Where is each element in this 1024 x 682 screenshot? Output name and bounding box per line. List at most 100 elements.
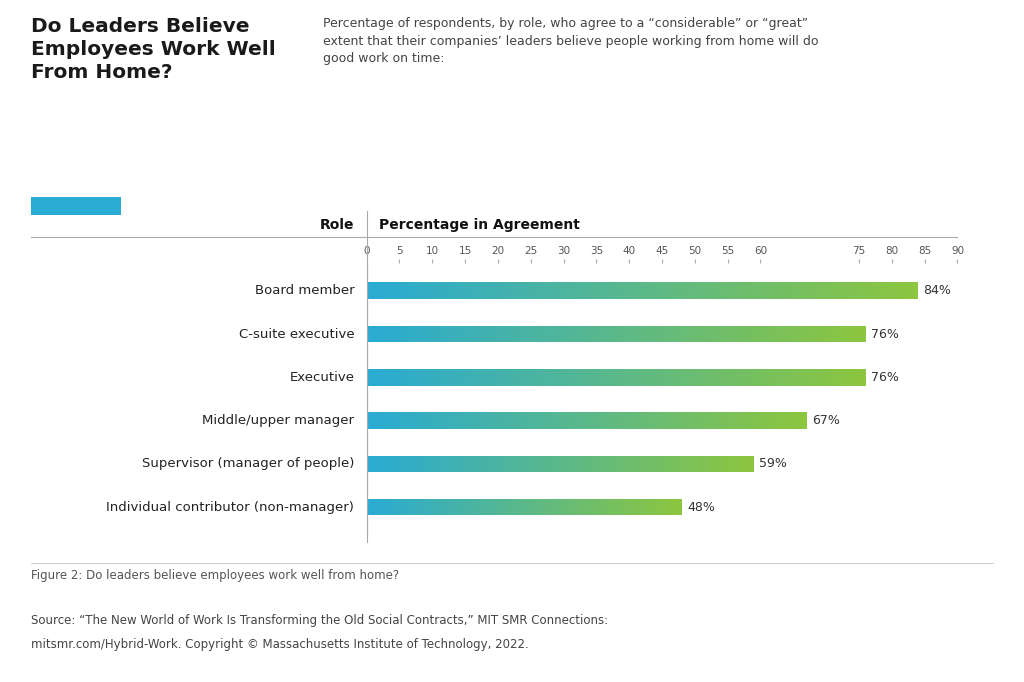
Bar (817, 326, 819, 342)
Bar (417, 326, 418, 342)
Bar (700, 369, 702, 385)
Bar (564, 499, 565, 516)
Bar (613, 413, 614, 429)
Bar (787, 282, 790, 299)
Bar (624, 499, 625, 516)
Bar (518, 369, 519, 385)
Bar (568, 282, 570, 299)
Bar (711, 413, 713, 429)
Bar (604, 413, 605, 429)
Bar (470, 326, 471, 342)
Bar (456, 413, 458, 429)
Bar (495, 369, 497, 385)
Bar (836, 369, 838, 385)
Bar (686, 369, 688, 385)
Bar (751, 369, 753, 385)
Bar (443, 282, 445, 299)
Bar (575, 456, 578, 472)
Bar (674, 456, 675, 472)
Bar (372, 369, 374, 385)
Bar (631, 456, 633, 472)
Bar (673, 499, 674, 516)
Bar (490, 456, 492, 472)
Bar (545, 326, 546, 342)
Bar (518, 326, 519, 342)
Bar (748, 456, 749, 472)
Bar (418, 413, 420, 429)
Bar (430, 499, 431, 516)
Bar (459, 499, 460, 516)
Bar (688, 413, 689, 429)
Bar (497, 499, 498, 516)
Bar (481, 499, 482, 516)
Bar (822, 326, 824, 342)
Bar (580, 413, 581, 429)
Bar (676, 413, 678, 429)
Bar (486, 326, 488, 342)
Bar (608, 456, 609, 472)
Bar (593, 326, 595, 342)
Bar (769, 282, 771, 299)
Bar (436, 369, 438, 385)
Bar (683, 282, 685, 299)
Bar (478, 499, 479, 516)
Bar (548, 456, 549, 472)
Bar (730, 413, 732, 429)
Bar (670, 369, 671, 385)
Bar (515, 369, 516, 385)
Bar (577, 369, 578, 385)
Bar (545, 282, 547, 299)
Bar (790, 369, 791, 385)
Bar (443, 326, 444, 342)
Bar (778, 282, 780, 299)
Bar (586, 456, 588, 472)
Bar (601, 413, 603, 429)
Bar (699, 369, 701, 385)
Bar (548, 499, 550, 516)
Bar (845, 282, 847, 299)
Bar (679, 456, 680, 472)
Bar (629, 499, 631, 516)
Bar (812, 369, 814, 385)
Bar (720, 413, 722, 429)
Bar (455, 413, 456, 429)
Bar (652, 456, 653, 472)
Bar (801, 282, 803, 299)
Text: Executive: Executive (290, 371, 354, 384)
Bar (696, 326, 697, 342)
Bar (615, 499, 616, 516)
Bar (402, 456, 404, 472)
Bar (744, 456, 746, 472)
Bar (833, 326, 834, 342)
Bar (425, 413, 427, 429)
Bar (726, 326, 728, 342)
Bar (678, 326, 679, 342)
Bar (505, 282, 506, 299)
Bar (585, 413, 587, 429)
Bar (515, 456, 516, 472)
Bar (824, 326, 825, 342)
Bar (623, 326, 625, 342)
Bar (511, 499, 512, 516)
Bar (898, 282, 900, 299)
Bar (445, 413, 447, 429)
Bar (638, 456, 639, 472)
Bar (447, 282, 450, 299)
Bar (672, 413, 673, 429)
Bar (441, 413, 443, 429)
Bar (573, 456, 574, 472)
Bar (393, 456, 395, 472)
Bar (594, 413, 595, 429)
Bar (495, 326, 497, 342)
Bar (775, 282, 776, 299)
Bar (412, 456, 413, 472)
Bar (694, 282, 695, 299)
Bar (722, 456, 723, 472)
Bar (625, 326, 626, 342)
Bar (472, 499, 473, 516)
Bar (367, 456, 368, 472)
Bar (499, 499, 500, 516)
Bar (568, 326, 569, 342)
Bar (785, 413, 787, 429)
Bar (515, 413, 516, 429)
